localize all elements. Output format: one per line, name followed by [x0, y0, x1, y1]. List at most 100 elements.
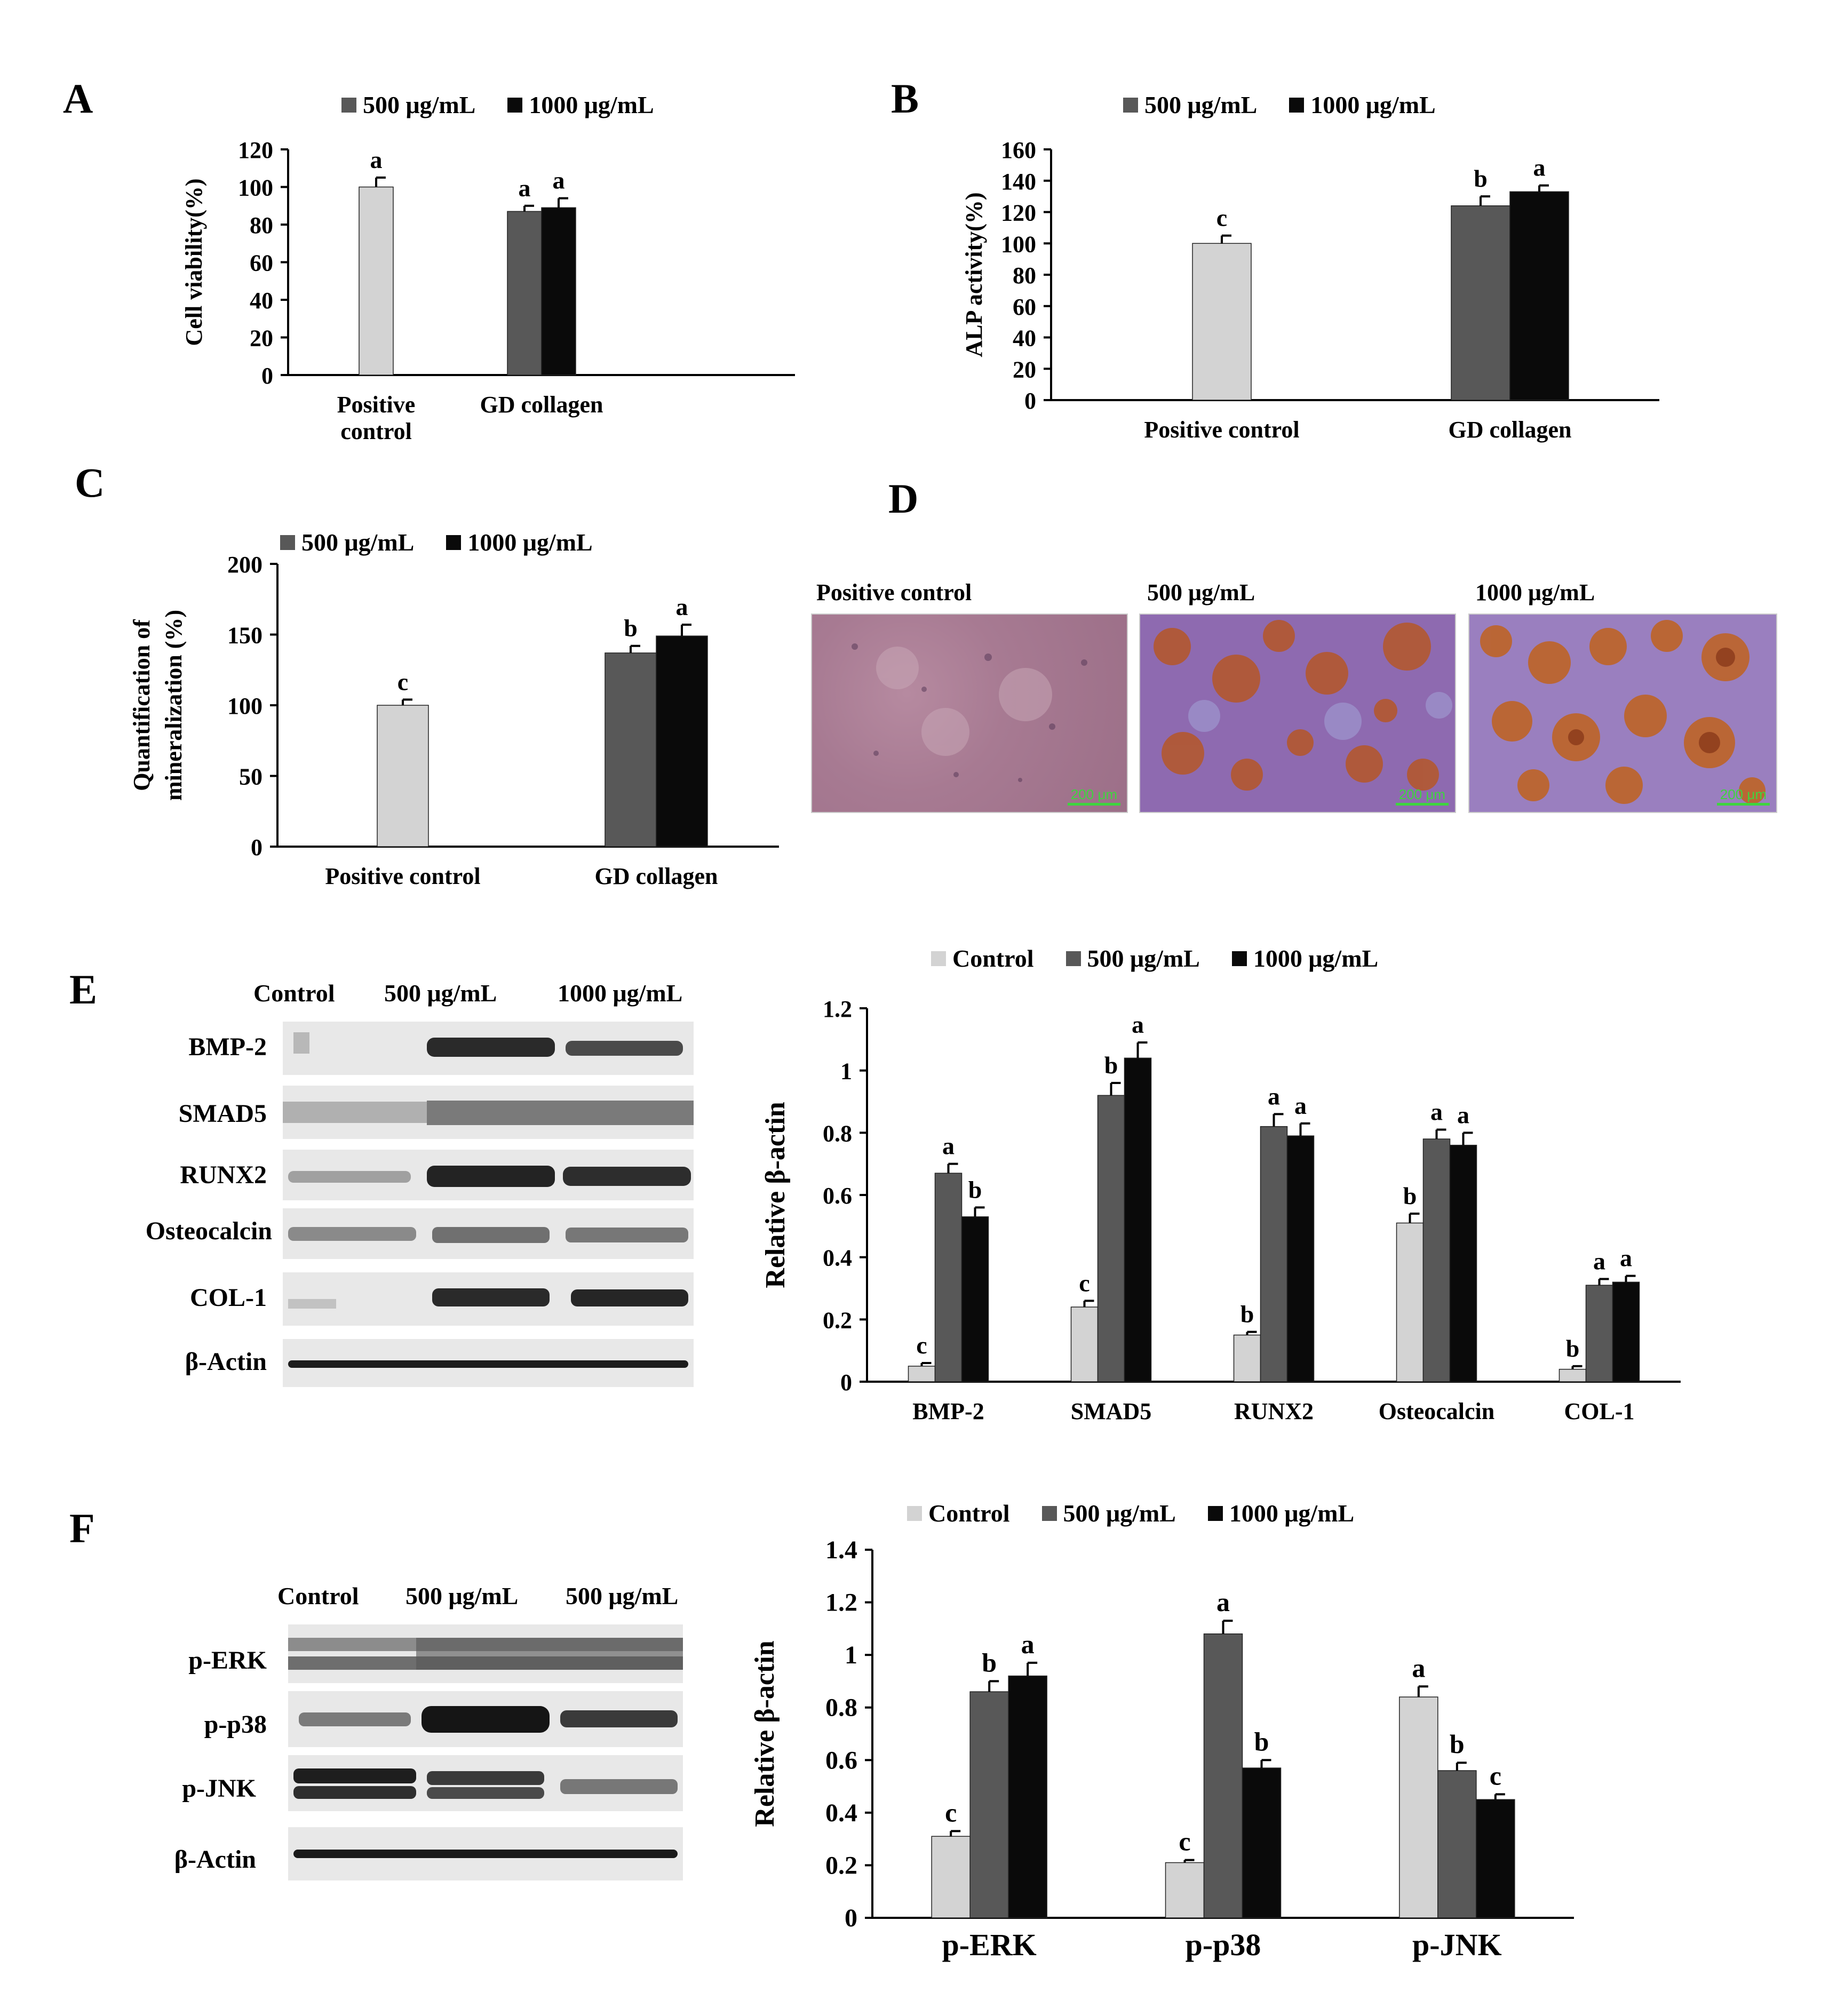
legend-item: 1000 μg/mL [446, 528, 593, 556]
y-tick-label: 120 [1001, 200, 1036, 226]
legend-swatch [1041, 1505, 1057, 1521]
significance-letter: a [676, 593, 688, 620]
category-label: Positive control [325, 863, 480, 889]
y-tick-label: 0 [261, 363, 273, 389]
scale-bar: 200 μm [1067, 786, 1120, 806]
significance-letter: a [1593, 1248, 1605, 1275]
legend-b: 500 μg/mL 1000 μg/mL [1123, 91, 1436, 119]
stain-title: Positive control [816, 579, 972, 605]
panel-label-b: B [891, 75, 919, 122]
legend-f: Control 500 μg/mL 1000 μg/mL [907, 1499, 1354, 1527]
bar [969, 1691, 1009, 1918]
scale-bar: 200 μm [1395, 786, 1449, 806]
y-tick-label: 1 [845, 1641, 857, 1669]
legend-swatch [907, 1505, 922, 1521]
blot-band-bactin-f [288, 1827, 683, 1880]
category-label: control [340, 418, 412, 444]
y-tick-label: 0 [1024, 388, 1036, 414]
legend-swatch [341, 97, 356, 113]
y-tick-label: 0 [840, 1369, 852, 1396]
legend-swatch [1123, 97, 1138, 113]
significance-letter: b [1566, 1335, 1580, 1362]
blot-band-col1 [283, 1272, 694, 1326]
blot-e-row-label: COL-1 [190, 1284, 267, 1312]
bar [1451, 205, 1510, 401]
blot-band-smad5 [283, 1086, 694, 1139]
blot-f-lane-header: Control [277, 1582, 359, 1609]
category-label: p-JNK [1412, 1927, 1502, 1962]
category-label: RUNX2 [1234, 1398, 1314, 1424]
y-tick-label: 0.2 [825, 1851, 857, 1879]
y-axis-label: Quantification of [129, 619, 155, 791]
significance-letter: b [624, 615, 638, 642]
y-tick-label: 120 [238, 137, 273, 163]
blot-f-lane-header: 500 μg/mL [405, 1582, 519, 1609]
bar [1422, 1138, 1451, 1382]
legend-label: 500 μg/mL [1087, 945, 1200, 972]
y-tick-label: 0.2 [823, 1307, 852, 1333]
significance-letter: c [1079, 1269, 1090, 1296]
blot-band-runx2 [283, 1150, 694, 1200]
legend-label: 1000 μg/mL [1310, 91, 1436, 118]
legend-label: 500 μg/mL [1063, 1500, 1176, 1527]
y-tick-label: 20 [250, 325, 273, 352]
y-tick-label: 0.8 [823, 1120, 852, 1146]
blot-f-row-label: p-p38 [204, 1710, 267, 1739]
stain-texture [1480, 620, 1766, 804]
y-tick-label: 140 [1001, 169, 1036, 195]
stain-image-500: 200 μm [1139, 613, 1456, 813]
significance-letter: a [553, 167, 565, 194]
category-label: COL-1 [1564, 1398, 1635, 1424]
significance-letter: a [1430, 1098, 1443, 1126]
bar [1509, 191, 1569, 401]
legend-label: 1000 μg/mL [529, 91, 654, 118]
significance-letter: a [1021, 1629, 1035, 1659]
legend-c: 500 μg/mL 1000 μg/mL [280, 528, 593, 556]
y-tick-label: 40 [250, 288, 273, 314]
bar [1165, 1862, 1205, 1918]
blot-band-bactin-e [283, 1339, 694, 1387]
legend-item: Control [931, 944, 1034, 973]
legend-item: 500 μg/mL [1123, 91, 1257, 119]
legend-item: 500 μg/mL [1041, 1499, 1176, 1527]
significance-letter: a [370, 146, 383, 173]
bar [1124, 1057, 1152, 1382]
legend-label: Control [952, 945, 1034, 972]
significance-letter: b [968, 1176, 982, 1203]
y-tick-label: 1.2 [823, 996, 852, 1022]
y-tick-label: 0.6 [825, 1746, 857, 1774]
significance-letter: a [1457, 1101, 1469, 1128]
y-tick-label: 100 [227, 693, 263, 719]
legend-label: 1000 μg/mL [467, 529, 593, 556]
bar [1242, 1767, 1282, 1918]
significance-letter: b [1104, 1051, 1118, 1079]
bar [1396, 1222, 1424, 1382]
blot-band-perk [288, 1624, 683, 1683]
y-tick-label: 0 [251, 834, 263, 860]
bar [1286, 1135, 1315, 1382]
blot-e-lane-header: 500 μg/mL [384, 979, 497, 1007]
y-tick-label: 1.2 [825, 1589, 857, 1617]
legend-item: 1000 μg/mL [507, 91, 654, 119]
legend-swatch [1065, 951, 1081, 966]
legend-swatch [446, 535, 462, 550]
y-tick-label: 0.6 [823, 1183, 852, 1209]
blot-band-pp38 [288, 1691, 683, 1747]
significance-letter: b [1254, 1726, 1269, 1756]
legend-label: 500 μg/mL [1144, 91, 1258, 118]
blot-f-row-label: β-Actin [174, 1845, 256, 1874]
stain-title: 500 μg/mL [1147, 579, 1255, 605]
y-tick-label: 0.4 [823, 1245, 852, 1271]
legend-e: Control 500 μg/mL 1000 μg/mL [931, 944, 1378, 973]
legend-item: Control [907, 1499, 1010, 1527]
legend-swatch [507, 97, 523, 113]
significance-letter: b [1474, 165, 1488, 192]
y-tick-label: 0.4 [825, 1799, 857, 1827]
legend-label: Control [928, 1500, 1010, 1527]
y-tick-label: 80 [1013, 262, 1036, 289]
blot-f-lane-header: 500 μg/mL [566, 1582, 679, 1609]
significance-letter: a [1268, 1082, 1280, 1110]
y-tick-label: 150 [227, 623, 263, 649]
blot-f-row-label: p-JNK [182, 1774, 256, 1803]
y-tick-label: 1.4 [825, 1536, 857, 1564]
